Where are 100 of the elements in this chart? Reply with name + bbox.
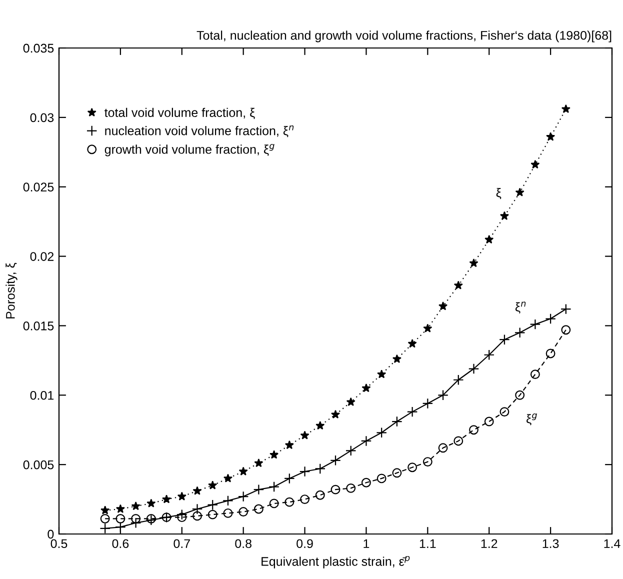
point: [392, 468, 402, 478]
point: [254, 504, 264, 514]
x-tick-label: 0.8: [235, 539, 252, 548]
point: [146, 514, 157, 526]
point: [146, 514, 156, 524]
point: [360, 436, 372, 446]
point: [500, 211, 509, 220]
point: [546, 348, 556, 358]
point: [146, 498, 156, 508]
point: [469, 258, 478, 268]
annotation: ξ: [496, 188, 502, 200]
x-tick-label: 0.5: [50, 539, 68, 548]
point: [422, 398, 434, 409]
x-tick-label: 0.6: [112, 539, 129, 548]
point: [484, 349, 495, 360]
point: [100, 506, 110, 514]
point: [346, 397, 356, 406]
y-tick-label: 0.01: [30, 390, 54, 400]
point: [454, 436, 464, 446]
y-axis-title: Porosity, ξ: [6, 262, 18, 318]
chart-title: Total, nucleation and growth void volume fractions, Fisher‘s data (1980)[68]: [196, 30, 612, 42]
point: [222, 495, 234, 506]
x-tick-label: 1.2: [481, 539, 498, 548]
point: [269, 498, 279, 508]
point: [454, 280, 463, 290]
point: [115, 522, 126, 532]
y-tick-label: 0.005: [23, 460, 54, 470]
point: [560, 304, 572, 314]
point: [253, 484, 264, 495]
point: [116, 514, 126, 524]
point: [452, 374, 464, 386]
point: [376, 474, 386, 484]
point: [176, 509, 188, 520]
point: [254, 458, 264, 468]
point: [130, 517, 142, 528]
point: [438, 443, 448, 453]
point: [545, 313, 556, 324]
point: [392, 354, 402, 363]
point: [177, 492, 186, 500]
point: [376, 427, 387, 438]
point: [438, 390, 448, 401]
point: [192, 511, 202, 521]
y-tick-label: 0: [48, 530, 54, 539]
point: [116, 504, 125, 513]
point: [408, 339, 417, 348]
point: [223, 474, 232, 482]
legend-label: growth void volume fraction, ξ$^{g}$: [104, 144, 274, 156]
point: [362, 383, 371, 392]
point: [316, 420, 325, 430]
point: [238, 466, 248, 476]
point: [377, 370, 386, 378]
point: [546, 132, 556, 141]
point: [438, 302, 448, 310]
point: [392, 416, 402, 427]
legend-label: total void volume fraction, ξ: [104, 108, 255, 120]
point: [177, 512, 187, 522]
point: [530, 160, 540, 169]
point: [345, 445, 356, 456]
x-tick-label: 1.1: [420, 539, 436, 548]
point: [268, 481, 280, 492]
legend-label: nucleation void volume fraction, ξ$^{n}$: [105, 125, 294, 138]
point: [330, 410, 340, 419]
point: [270, 450, 279, 459]
x-tick-label: 1: [364, 539, 370, 548]
point: [223, 508, 233, 518]
point: [238, 491, 249, 502]
point: [284, 497, 294, 507]
point: [561, 104, 570, 114]
point: [208, 510, 218, 520]
y-tick-label: 0.015: [23, 322, 54, 330]
point: [315, 490, 325, 500]
point: [515, 188, 524, 196]
point: [314, 463, 326, 474]
point: [530, 318, 541, 330]
point: [530, 370, 540, 380]
point: [284, 440, 294, 450]
annotation: ξ$^{n}$: [515, 302, 526, 314]
point: [299, 466, 310, 477]
y-tick-label: 0.035: [23, 44, 54, 53]
point: [484, 234, 494, 244]
point: [346, 483, 356, 493]
y-tick-label: 0.03: [30, 113, 54, 122]
point: [192, 504, 203, 514]
point: [362, 478, 371, 488]
point: [408, 462, 418, 472]
point: [131, 514, 141, 524]
point: [484, 416, 494, 426]
point: [192, 486, 202, 495]
point: [468, 363, 480, 374]
point: [100, 514, 110, 524]
x-tick-label: 1.3: [542, 539, 559, 548]
x-tick-label: 0.7: [174, 539, 190, 548]
point: [208, 480, 218, 490]
point: [515, 390, 525, 400]
point: [499, 334, 510, 346]
point: [238, 507, 248, 517]
x-tick-label: 0.9: [296, 539, 313, 548]
point: [500, 407, 510, 417]
point: [330, 484, 340, 494]
annotation: ξ$^{g}$: [526, 413, 537, 426]
